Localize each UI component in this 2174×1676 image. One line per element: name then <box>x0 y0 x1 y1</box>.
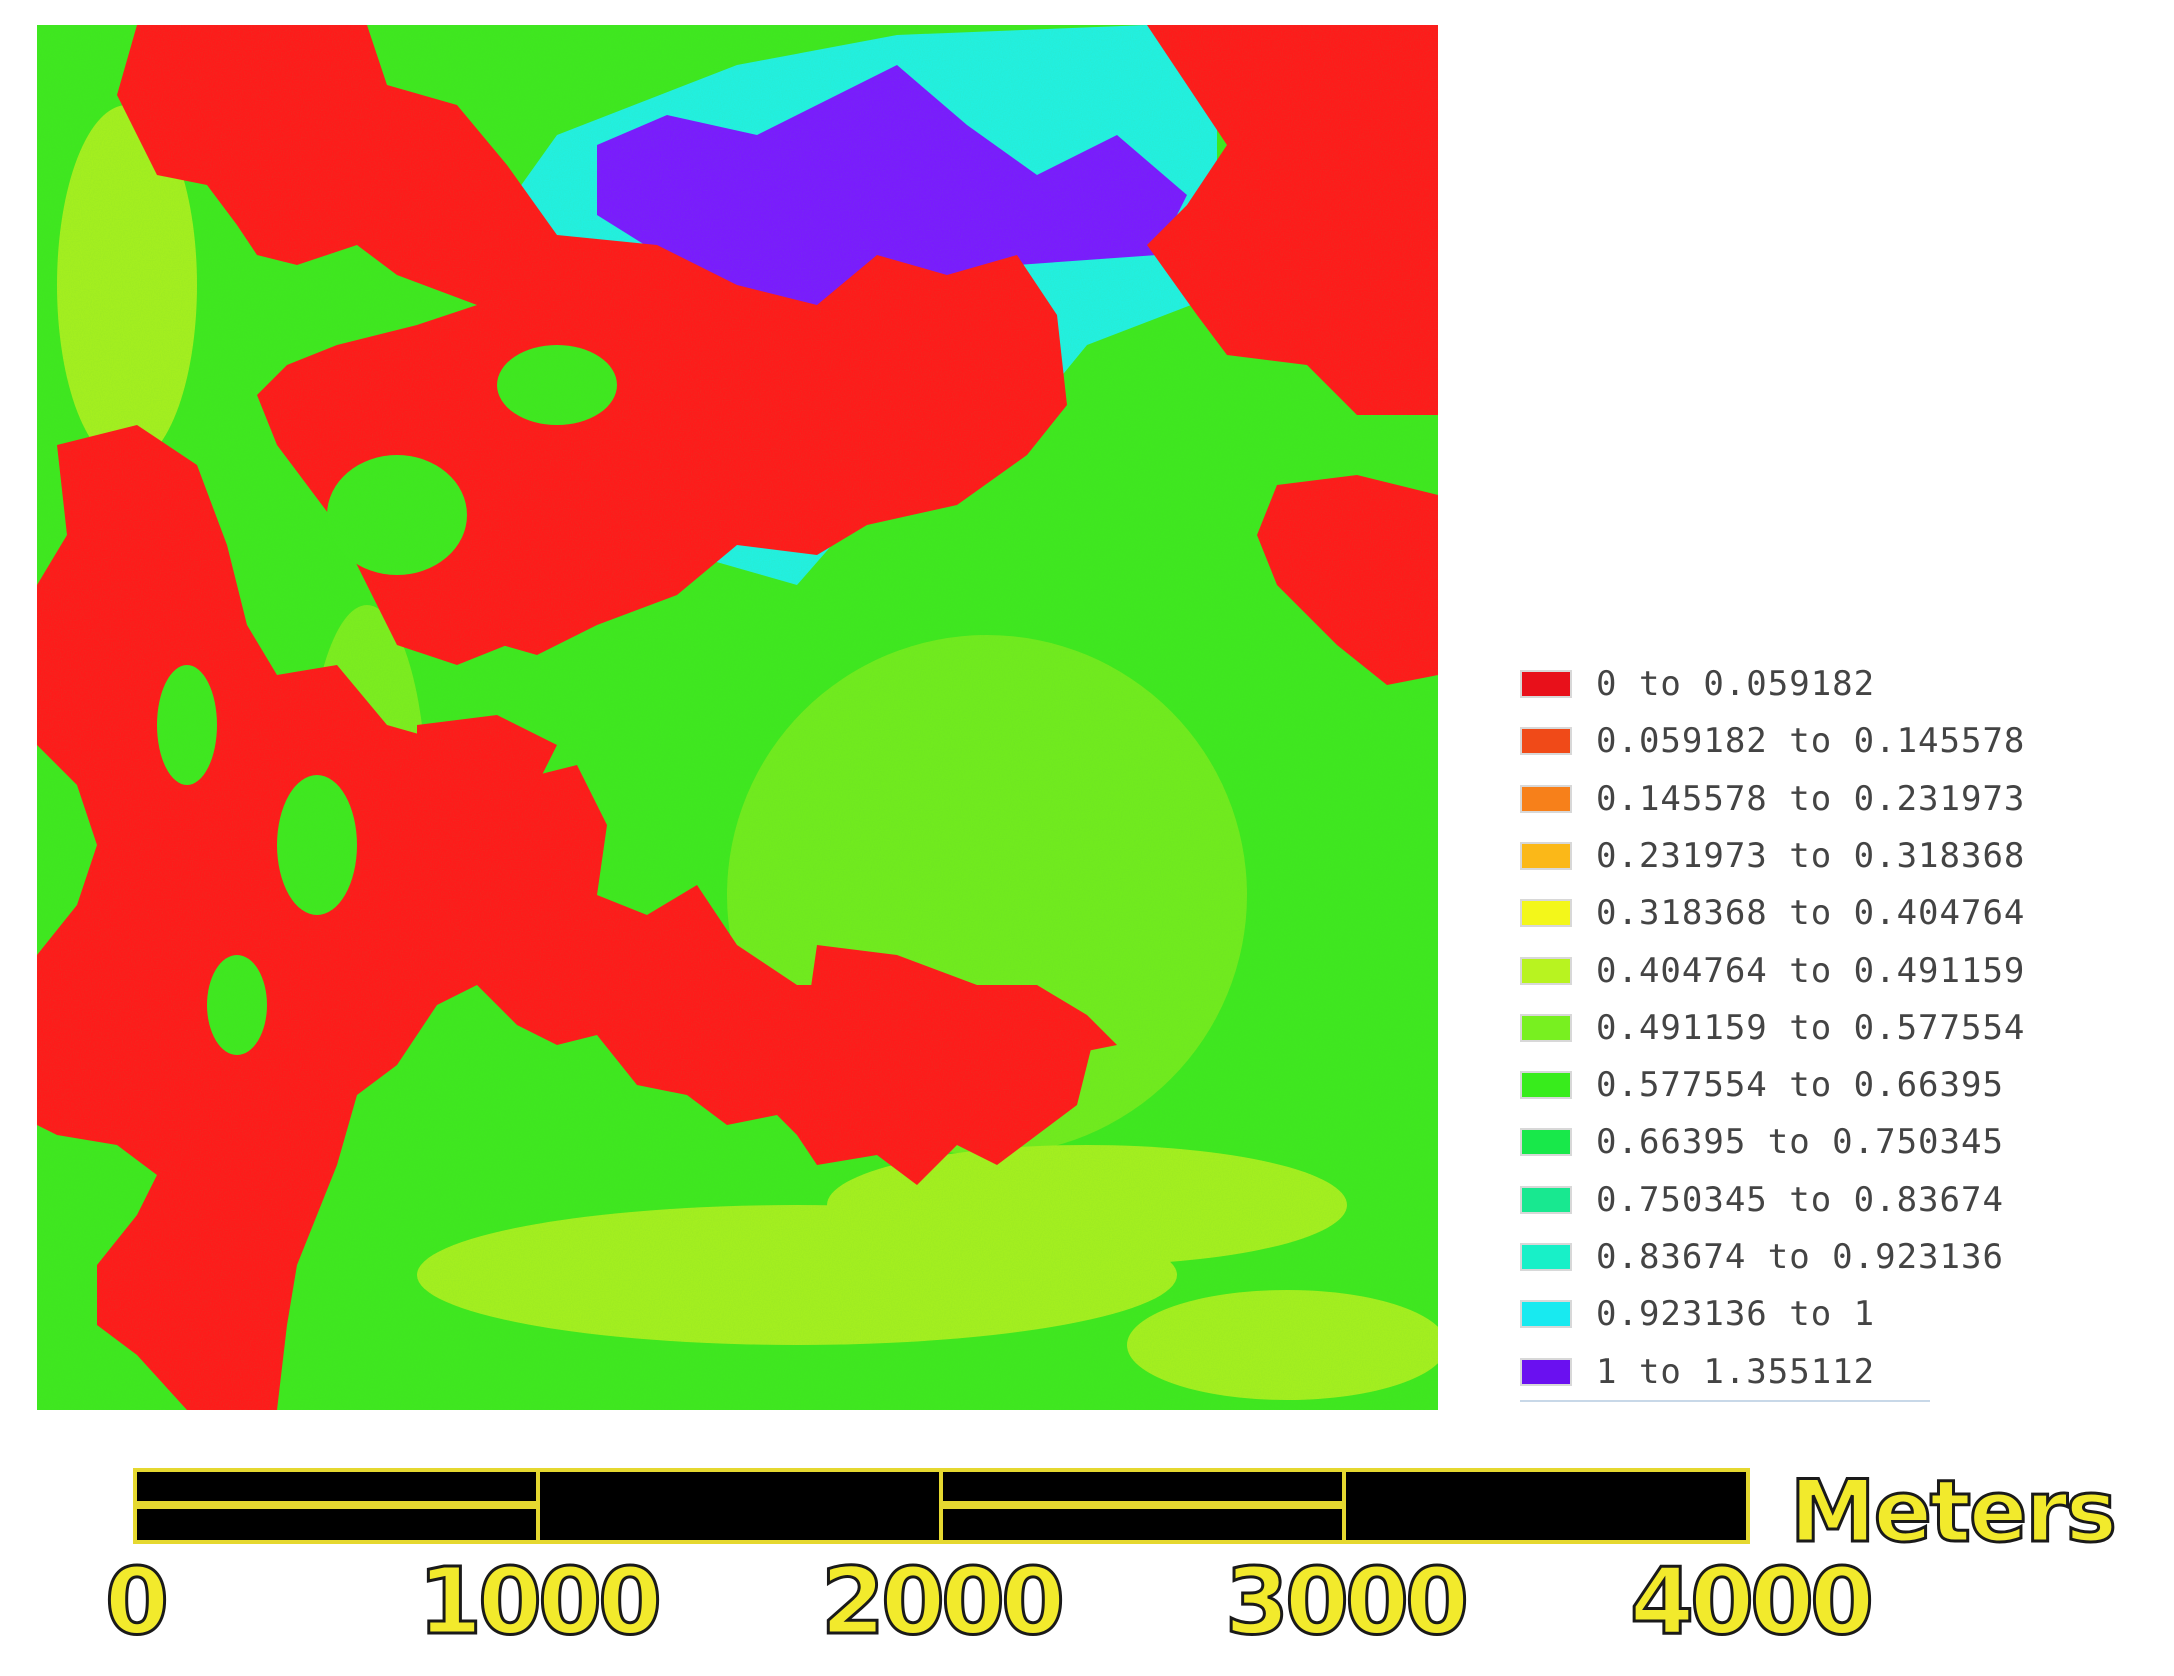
legend-item: 0.66395 to 0.750345 <box>1520 1122 2004 1162</box>
legend-label: 0.491159 to 0.577554 <box>1596 1007 2026 1048</box>
legend-label: 0 to 0.059182 <box>1596 664 1876 704</box>
legend-swatch <box>1520 670 1572 698</box>
legend-item: 0.059182 to 0.145578 <box>1520 721 2025 761</box>
legend-label: 1 to 1.355112 <box>1596 1351 1876 1392</box>
legend-label: 0.66395 to 0.750345 <box>1596 1122 2004 1163</box>
raster-image <box>37 25 1438 1410</box>
legend-swatch <box>1520 784 1572 813</box>
legend-item: 0.577554 to 0.66395 <box>1520 1065 2004 1105</box>
scale-bar-segment-2 <box>536 1468 943 1544</box>
legend-label: 0.231973 to 0.318368 <box>1596 835 2026 876</box>
legend-item: 0.404764 to 0.491159 <box>1520 951 2025 991</box>
legend-label: 0.577554 to 0.66395 <box>1596 1065 2004 1106</box>
legend-label: 0.750345 to 0.83674 <box>1596 1179 2004 1220</box>
legend-item: 0.231973 to 0.318368 <box>1520 836 2025 876</box>
legend-swatch <box>1520 899 1572 928</box>
legend-label: 0.404764 to 0.491159 <box>1596 950 2026 991</box>
legend-label: 0.059182 to 0.145578 <box>1596 721 2026 762</box>
scale-tick-2000: 2000 <box>819 1547 1066 1657</box>
legend-item: 1 to 1.355112 <box>1520 1352 1875 1392</box>
legend-label: 0.145578 to 0.231973 <box>1596 778 2026 819</box>
legend-item: 0.750345 to 0.83674 <box>1520 1180 2004 1220</box>
legend-swatch <box>1520 1071 1572 1100</box>
scale-bar <box>133 1468 1750 1544</box>
scale-bar-segment-3 <box>939 1468 1346 1544</box>
legend-swatch <box>1520 1300 1572 1329</box>
legend-item: 0.83674 to 0.923136 <box>1520 1237 2004 1277</box>
legend-item: 0.491159 to 0.577554 <box>1520 1008 2025 1048</box>
scale-bar-units: Meters <box>1789 1461 2119 1564</box>
legend-item: 0.318368 to 0.404764 <box>1520 893 2025 933</box>
scale-tick-3000: 3000 <box>1223 1547 1470 1657</box>
legend-swatch <box>1520 1013 1572 1042</box>
scale-bar-segment-4 <box>1342 1468 1750 1544</box>
legend-swatch <box>1520 956 1572 985</box>
legend-label: 0.923136 to 1 <box>1596 1294 1876 1335</box>
legend-swatch <box>1520 1357 1572 1386</box>
legend-swatch <box>1520 1243 1572 1271</box>
scale-tick-4000: 4000 <box>1628 1547 1875 1657</box>
legend-swatch <box>1520 841 1572 870</box>
legend-swatch <box>1520 1185 1572 1214</box>
legend-item: 0 to 0.059182 <box>1520 664 1875 704</box>
scale-tick-1000: 1000 <box>416 1547 663 1657</box>
legend-label: 0.83674 to 0.923136 <box>1596 1237 2004 1277</box>
legend-swatch <box>1520 727 1572 756</box>
classified-raster-map <box>37 25 1438 1410</box>
legend-item: 0.145578 to 0.231973 <box>1520 779 2025 819</box>
legend-underline <box>1520 1400 1930 1402</box>
legend-swatch <box>1520 1128 1572 1157</box>
scale-bar-segment-1 <box>133 1468 540 1544</box>
legend-item: 0.923136 to 1 <box>1520 1294 1875 1334</box>
scale-tick-0: 0 <box>103 1547 170 1657</box>
legend-label: 0.318368 to 0.404764 <box>1596 893 2026 934</box>
raster-speckle <box>37 25 1438 1410</box>
